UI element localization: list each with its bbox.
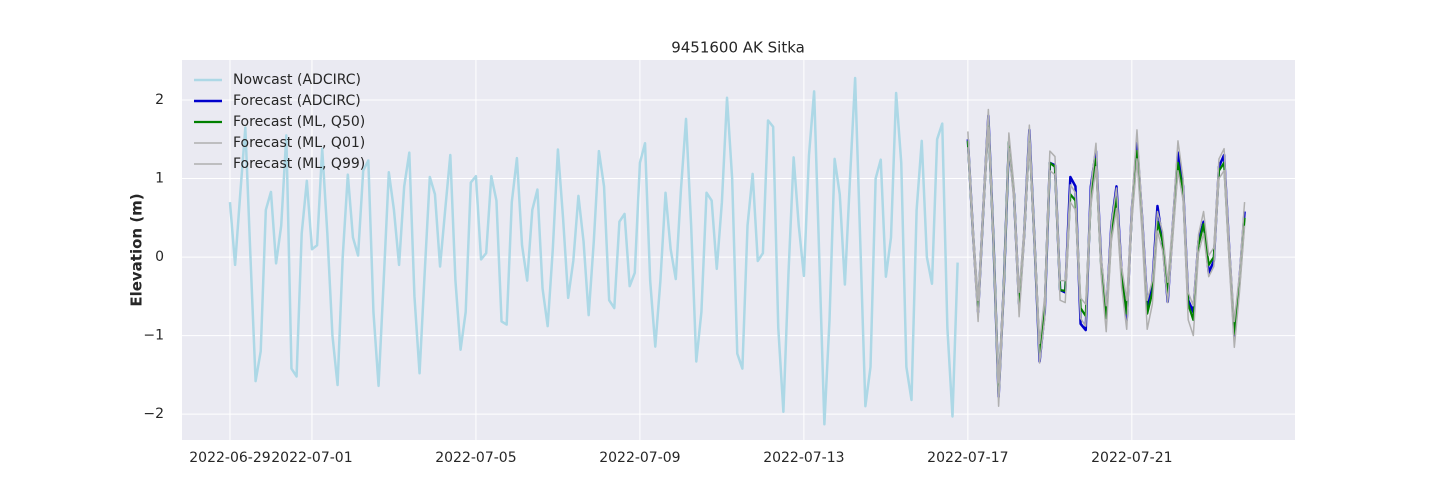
legend-label: Forecast (ML, Q99) [233,156,365,172]
legend-label: Forecast (ADCIRC) [233,93,361,109]
x-tick-label: 2022-07-05 [435,450,516,466]
x-tick-label: 2022-07-09 [599,450,680,466]
x-tick-label: 2022-07-01 [271,450,352,466]
y-tick-label: −1 [143,328,164,344]
y-tick-label: 1 [155,171,164,187]
lines [228,76,1246,426]
legend-label: Nowcast (ADCIRC) [233,72,361,88]
x-tick-label: 2022-07-21 [1091,450,1172,466]
series-line [967,126,1246,407]
legend-label: Forecast (ML, Q01) [233,135,365,151]
y-axis-label: Elevation (m) [128,193,146,306]
series-line [228,76,959,426]
x-tick-label: 2022-07-17 [927,450,1008,466]
chart-title: 9451600 AK Sitka [671,39,805,57]
y-tick-label: 0 [155,249,164,265]
legend-label: Forecast (ML, Q50) [233,114,365,130]
x-tick-label: 2022-06-29 [189,450,270,466]
y-tick-label: −2 [143,406,164,422]
series-line [967,108,1246,384]
x-tick-label: 2022-07-13 [763,450,844,466]
y-tick-label: 2 [155,92,164,108]
legend: Nowcast (ADCIRC) Forecast (ADCIRC) Forecas… [194,72,365,172]
